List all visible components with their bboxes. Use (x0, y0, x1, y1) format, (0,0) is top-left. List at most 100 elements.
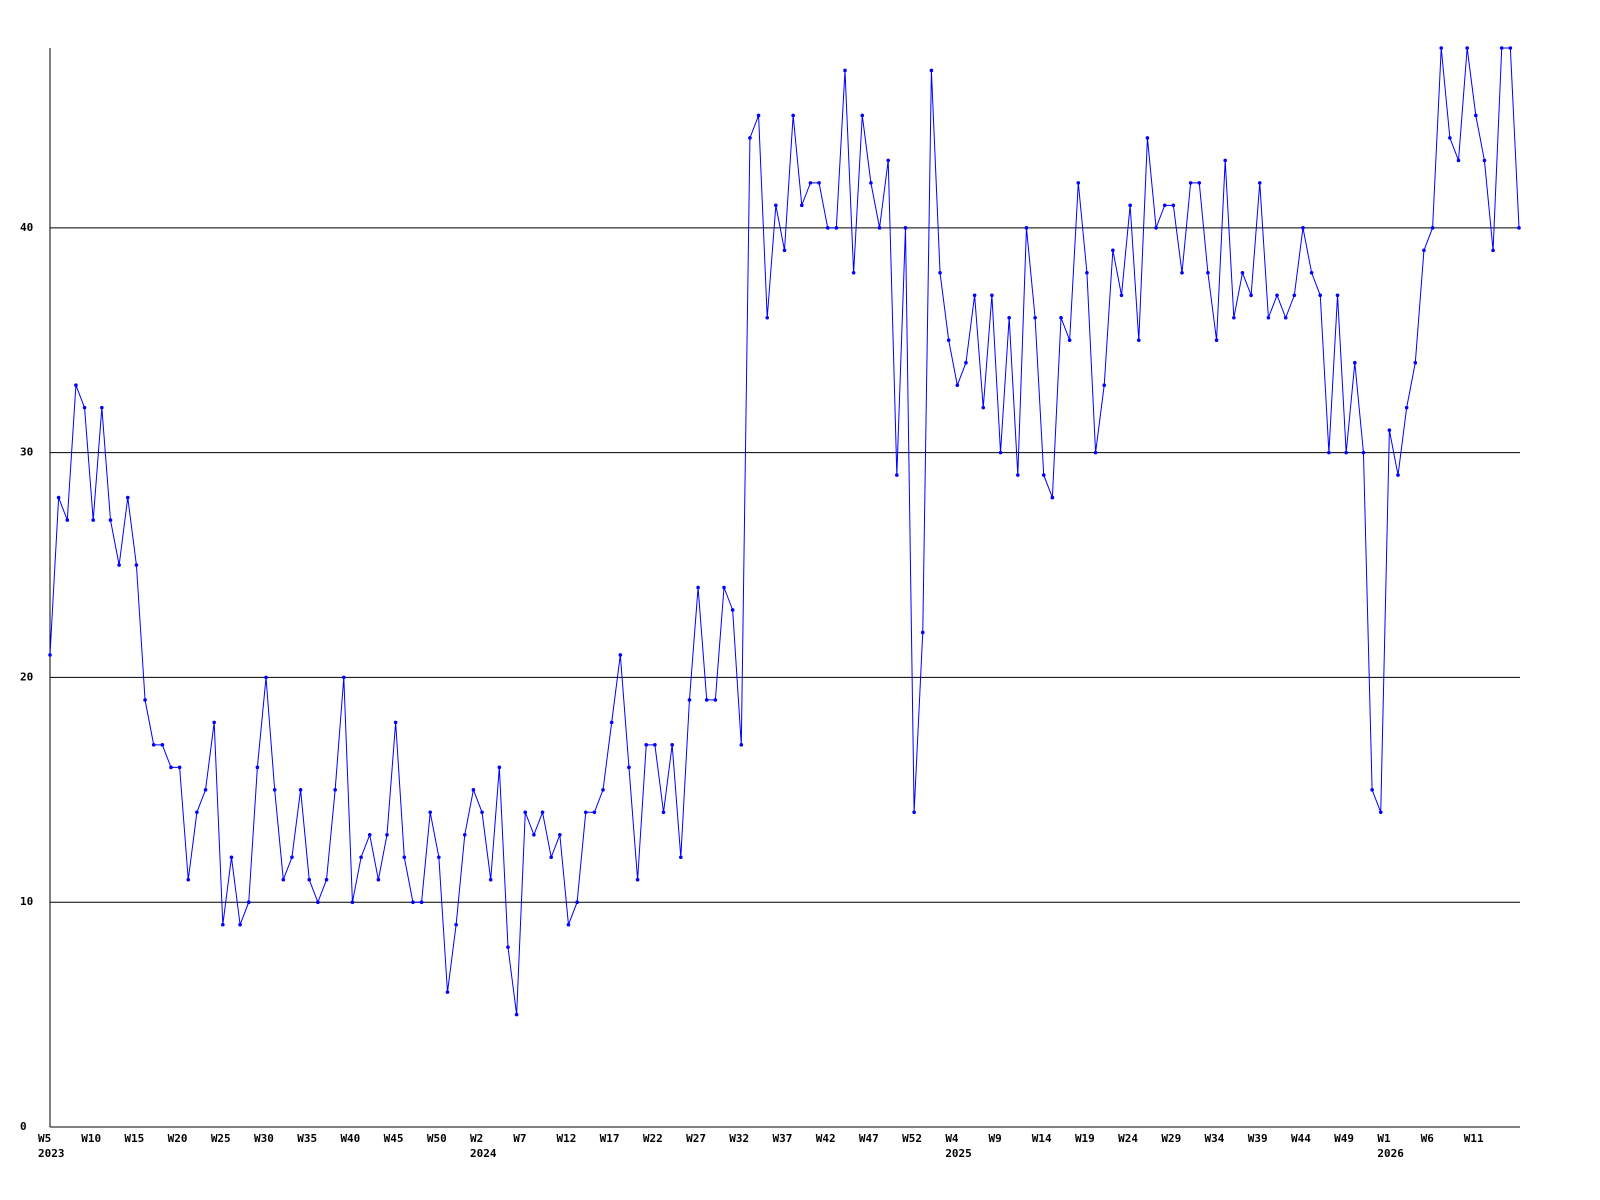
point (411, 900, 415, 905)
point (903, 226, 908, 230)
point (1085, 270, 1089, 275)
point (782, 248, 787, 253)
point (1145, 136, 1150, 140)
point (497, 765, 502, 770)
point (1517, 226, 1521, 230)
point (1162, 203, 1167, 208)
point (195, 810, 199, 815)
point (74, 383, 78, 387)
point (1404, 405, 1409, 410)
point (704, 698, 709, 702)
point (1180, 270, 1184, 275)
point (1024, 226, 1029, 230)
point (1292, 293, 1297, 298)
x-tick-label: W2 (470, 1132, 483, 1145)
x-tick-label: W17 (600, 1132, 620, 1145)
point (843, 68, 847, 73)
x-year-label: 2026 (1377, 1147, 1404, 1160)
point (125, 495, 130, 500)
point (100, 405, 104, 410)
point (221, 922, 225, 927)
point (419, 900, 424, 905)
point (91, 518, 96, 522)
point (739, 743, 744, 747)
point (998, 450, 1003, 455)
point (609, 720, 614, 725)
x-tick-label: W7 (513, 1132, 526, 1145)
x-tick-label: W5 (38, 1132, 51, 1145)
point (1206, 270, 1210, 275)
point (1223, 158, 1227, 163)
point (393, 720, 398, 725)
point (298, 788, 303, 792)
point (385, 832, 389, 837)
point (575, 900, 579, 905)
point (471, 788, 476, 792)
x-tick-label: W10 (81, 1132, 101, 1145)
point (920, 630, 925, 635)
y-tick-label: 40 (20, 221, 33, 234)
point (1508, 46, 1513, 50)
x-tick-label: W25 (211, 1132, 231, 1145)
x-tick-label: W34 (1205, 1132, 1225, 1145)
point (825, 226, 830, 230)
point (1318, 293, 1323, 298)
point (1456, 158, 1461, 163)
x-tick-label: W4 (945, 1132, 959, 1145)
point (186, 877, 191, 882)
x-year-label: 2023 (38, 1147, 65, 1160)
point (981, 405, 986, 410)
point (437, 855, 441, 860)
point (65, 518, 70, 522)
x-tick-label: W52 (902, 1132, 922, 1145)
point (1102, 383, 1107, 387)
point (143, 698, 147, 702)
x-tick-label: W50 (427, 1132, 447, 1145)
point (316, 900, 320, 905)
point (281, 877, 286, 882)
point (238, 922, 242, 927)
point (851, 270, 856, 275)
y-tick-label: 0 (20, 1120, 27, 1133)
point (523, 810, 528, 815)
point (203, 788, 208, 792)
point (488, 877, 493, 882)
x-tick-label: W6 (1421, 1132, 1435, 1145)
point (1465, 46, 1469, 50)
x-tick-label: W35 (297, 1132, 317, 1145)
point (445, 990, 450, 994)
x-year-label: 2025 (945, 1147, 972, 1160)
y-tick-label: 30 (20, 446, 33, 459)
point (56, 495, 61, 500)
point (653, 743, 657, 747)
point (964, 360, 968, 365)
point (1266, 315, 1271, 320)
point (1240, 270, 1245, 275)
point (359, 855, 363, 860)
point (696, 585, 700, 590)
x-tick-label: W29 (1161, 1132, 1181, 1145)
point (1448, 136, 1452, 140)
point (307, 877, 312, 882)
point (1396, 473, 1400, 477)
point (264, 675, 268, 680)
x-tick-label: W22 (643, 1132, 663, 1145)
point (514, 1012, 519, 1017)
point (1335, 293, 1340, 298)
point (290, 855, 294, 860)
point (1197, 181, 1202, 185)
point (955, 383, 960, 387)
point (1007, 315, 1011, 320)
point (895, 473, 899, 477)
point (506, 945, 510, 949)
y-tick-label: 20 (20, 670, 33, 683)
point (246, 900, 251, 905)
point (1327, 450, 1331, 455)
point (558, 832, 562, 837)
point (1171, 203, 1176, 208)
point (177, 765, 182, 770)
point (549, 855, 553, 860)
x-tick-label: W1 (1377, 1132, 1391, 1145)
point (618, 653, 623, 657)
